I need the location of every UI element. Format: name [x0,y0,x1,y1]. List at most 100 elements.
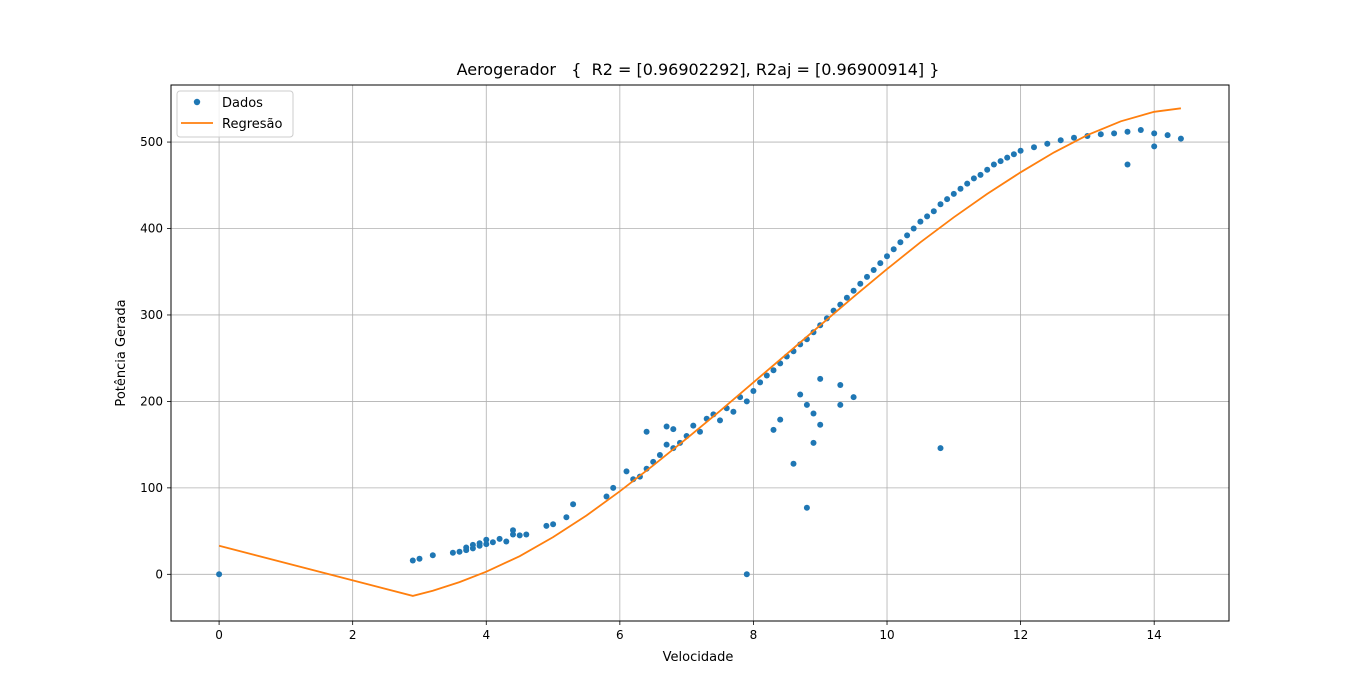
data-point [997,158,1004,165]
y-tick-label: 0 [155,567,163,581]
data-point [643,428,650,435]
x-tick-label: 6 [616,628,624,642]
data-point [944,196,951,203]
data-point [850,287,857,294]
data-point [623,468,630,475]
data-point [656,452,663,458]
data-point [469,541,476,548]
y-tick-label: 200 [140,394,163,408]
y-tick-label: 500 [140,135,163,149]
data-point [483,536,490,543]
y-tick-label: 400 [140,222,163,236]
data-point [950,190,957,197]
data-point [817,421,824,428]
data-point [964,180,971,187]
data-point [770,426,777,433]
data-point [1017,147,1024,154]
data-point [984,166,991,173]
data-point [924,213,931,220]
data-point [837,401,844,408]
data-point [884,253,890,260]
data-point [790,460,797,467]
data-point [817,375,824,382]
data-point [1010,151,1017,158]
data-point [1071,134,1077,141]
legend-box [176,90,294,138]
data-point [1124,161,1131,168]
data-point [1057,137,1064,144]
data-point [870,267,877,273]
data-point [456,548,463,555]
data-point [1177,135,1184,142]
data-point [1151,143,1158,150]
x-tick-label: 4 [482,628,490,642]
plot-area-frame [170,84,1230,622]
x-axis-label: Velocidade [663,650,734,665]
data-point [690,422,697,429]
data-point [416,555,423,562]
legend-label-regressao: Regresão [222,117,282,132]
x-tick-label: 10 [879,628,894,642]
data-point [717,417,723,424]
data-point [843,294,850,301]
data-point [743,571,750,578]
tick-layer: 0 2 4 6 8 10 12 14 0 100 200 300 400 500 [140,135,1162,642]
data-point [750,388,757,394]
data-point [496,535,503,542]
x-tick-label: 2 [349,628,357,642]
data-point [850,394,857,401]
regression-line [218,107,1182,597]
data-point [489,539,496,546]
data-point [670,426,677,433]
data-point [904,232,911,239]
data-point [810,410,817,417]
data-point [763,372,770,379]
data-point [797,391,804,398]
data-point [510,527,516,534]
data-point [930,208,937,215]
data-point [570,501,577,508]
data-point [730,408,737,415]
data-point [1044,140,1051,147]
data-point [449,549,456,556]
data-point [810,439,817,446]
data-point [1097,131,1104,138]
data-point [516,532,523,539]
data-point [757,379,764,386]
data-point [663,441,670,448]
data-point [550,521,557,528]
legend-label-dados: Dados [222,96,263,111]
data-point [957,185,964,192]
data-point [543,522,550,529]
data-point [1031,144,1037,151]
chart-title: Aerogerador { R2 = [0.96902292], R2aj = … [457,60,940,79]
data-point [510,531,516,538]
data-point [910,225,917,232]
data-point [429,552,436,559]
data-point [990,161,997,168]
data-point [970,175,977,182]
data-point [1164,132,1171,139]
data-point [697,428,703,435]
data-point [1124,128,1131,135]
y-tick-label: 300 [140,308,163,322]
data-point [483,541,490,548]
data-point [1137,127,1144,133]
data-point [1111,130,1118,137]
data-point [563,514,570,521]
y-axis-label: Potência Gerada [114,299,129,406]
series-layer [216,107,1184,597]
data-point [803,401,810,408]
data-point [1151,130,1158,137]
grid-layer [171,85,1229,621]
y-tick-label: 100 [140,481,163,495]
data-point [803,504,810,511]
data-point [610,484,617,491]
data-point [897,239,904,246]
data-point [503,538,510,545]
data-point [937,445,944,452]
data-point [463,544,470,551]
data-point [523,531,530,538]
legend: Dados Regresão [176,90,294,138]
